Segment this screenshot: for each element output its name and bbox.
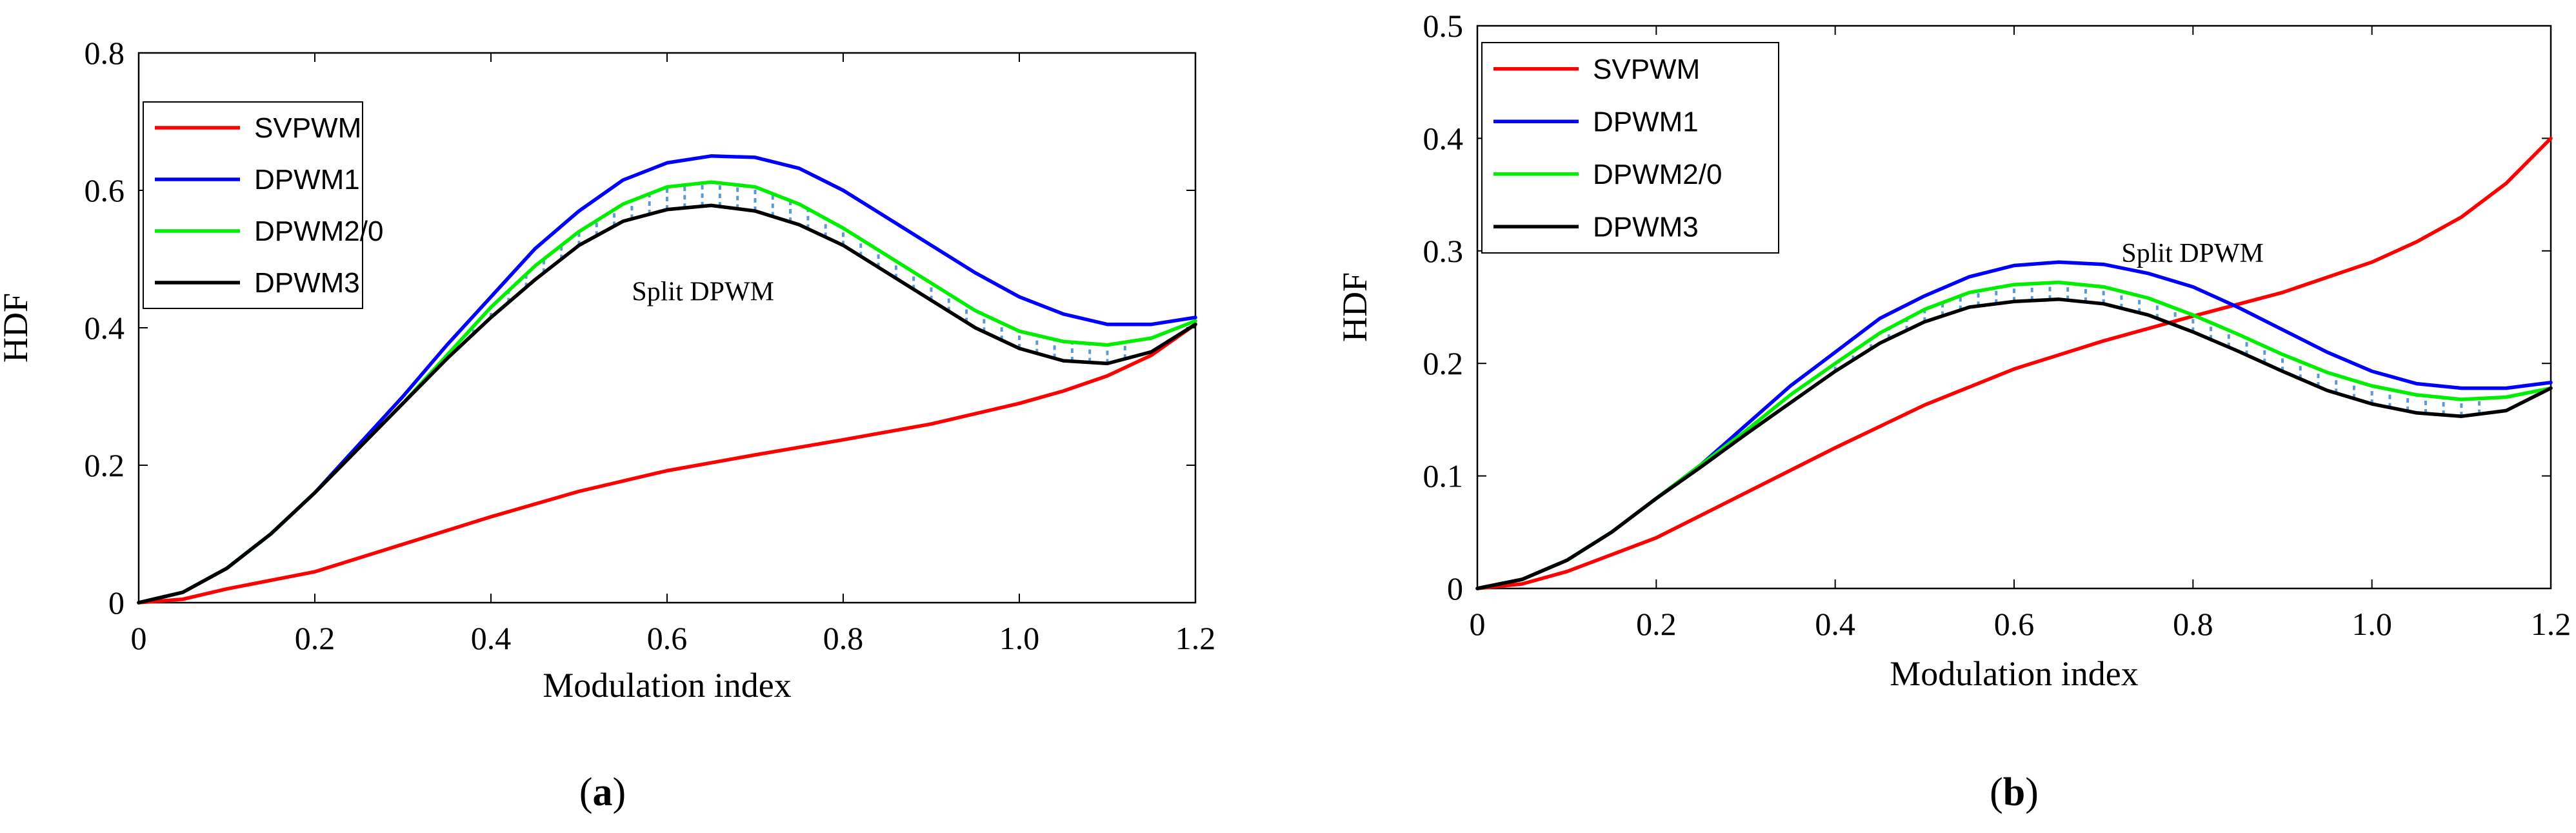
y-tick-label: 0.4: [1423, 120, 1464, 156]
legend-box: [143, 101, 363, 309]
x-tick-label: 0.2: [1636, 606, 1677, 642]
y-tick-label: 0: [108, 585, 125, 621]
caption-close-paren: ): [613, 770, 626, 814]
legend-label: SVPWM: [254, 112, 361, 144]
x-tick-label: 1.0: [2351, 606, 2392, 642]
split-dpwm-hatch: [472, 183, 1126, 364]
caption-close-paren: ): [2025, 770, 2039, 814]
y-tick-label: 0: [1447, 570, 1463, 607]
legend: SVPWM DPWM1 DPWM2/0 DPWM3: [143, 101, 383, 309]
legend-label: DPWM2/0: [254, 216, 383, 247]
y-tick-label: 0.5: [1423, 8, 1464, 44]
x-axis-label: Modulation index: [1890, 654, 2138, 693]
series-line-svpwm: [1475, 136, 2553, 590]
x-tick-label: 0.2: [295, 620, 335, 656]
x-tick-label: 1.2: [1175, 620, 1216, 656]
y-axis-label: HDF: [1335, 272, 1374, 342]
y-tick-label: 0.1: [1423, 458, 1464, 494]
chart-panel-a: 0 0.2 0.4 0.6 0.8 1.0 1.2 0 0.2 0.4 0.6 0.8 Modulati…: [0, 35, 1215, 814]
x-tick-label: 1.2: [2531, 606, 2571, 642]
legend-label: DPWM1: [254, 164, 360, 196]
y-tick-label: 0.8: [85, 35, 125, 71]
series-line-svpwm: [137, 322, 1197, 605]
legend-box: [1481, 42, 1779, 254]
chart-panel-b: 0 0.2 0.4 0.6 0.8 1.0 1.2 0 0.1 0.2 0.3 0.4 0.5 Modul…: [1335, 8, 2571, 814]
panel-caption: (a): [579, 770, 626, 814]
y-tick-label: 0.2: [85, 447, 125, 483]
y-tick-label: 0.4: [85, 310, 125, 346]
x-tick-label: 1.0: [999, 620, 1040, 656]
legend-label: DPWM3: [254, 267, 360, 299]
annotation-split-dpwm: Split DPWM: [632, 277, 774, 306]
y-axis-label: HDF: [0, 293, 35, 363]
x-tick-label: 0.4: [1815, 606, 1855, 642]
y-tick-label: 0.2: [1423, 345, 1464, 381]
x-tick-label: 0.8: [2173, 606, 2213, 642]
caption-letter: b: [2003, 770, 2025, 814]
caption-letter: a: [593, 770, 613, 814]
y-tick-label: 0.6: [85, 172, 125, 208]
x-tick-label: 0: [131, 620, 147, 656]
legend-label: DPWM3: [1593, 211, 1699, 243]
caption-open-paren: (: [1990, 770, 2003, 814]
series-line-dpwm3: [137, 203, 1197, 605]
legend-label: DPWM2/0: [1593, 159, 1722, 190]
x-tick-label: 0.8: [823, 620, 864, 656]
legend-label: DPWM1: [1593, 106, 1699, 137]
annotation-split-dpwm: Split DPWM: [2121, 239, 2264, 268]
y-tick-label: 0.3: [1423, 233, 1464, 269]
x-tick-label: 0: [1470, 606, 1486, 642]
x-tick-label: 0.4: [471, 620, 512, 656]
x-axis-label: Modulation index: [543, 666, 791, 705]
legend-label: SVPWM: [1593, 54, 1700, 85]
legend: SVPWM DPWM1 DPWM2/0 DPWM3: [1481, 42, 1779, 254]
caption-open-paren: (: [579, 770, 593, 814]
x-tick-label: 0.6: [647, 620, 688, 656]
series-line-dpwm3: [1475, 297, 2553, 590]
x-tick-label: 0.6: [1994, 606, 2035, 642]
panel-caption: (b): [1990, 770, 2039, 814]
